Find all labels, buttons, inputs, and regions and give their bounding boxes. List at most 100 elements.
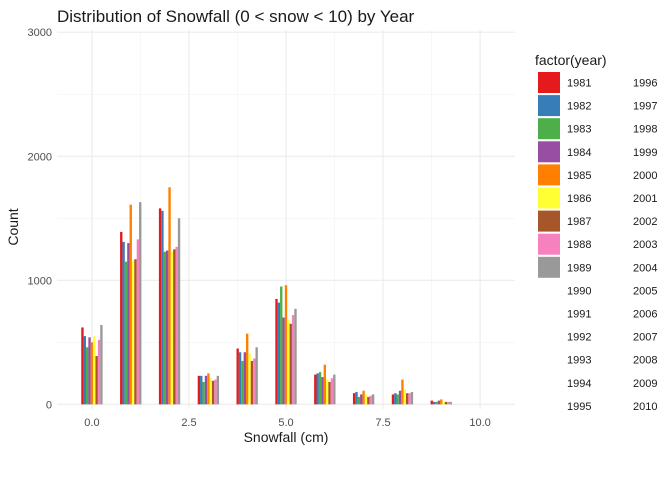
bar-1981-bin-2 <box>158 208 162 405</box>
bar-1984-bin-7 <box>360 394 363 405</box>
bar-1986-bin-4 <box>248 353 251 405</box>
bar-1985-bin-4 <box>246 333 249 405</box>
bar-1986-bin-3 <box>209 378 212 405</box>
bar-1987-bin-6 <box>328 382 331 405</box>
legend-key-1986 <box>538 187 560 209</box>
bar-1982-bin-8 <box>394 393 397 405</box>
bar-1985-bin-2 <box>168 187 171 405</box>
legend-key-1985 <box>538 164 560 186</box>
legend-label-1997: 1997 <box>633 101 657 113</box>
bar-1988-bin-9 <box>447 401 450 405</box>
legend-label-1994: 1994 <box>567 378 591 390</box>
bar-1985-bin-3 <box>207 373 210 405</box>
y-axis-title: Count <box>5 208 21 245</box>
legend-key-2004 <box>604 256 626 278</box>
bar-1984-bin-1 <box>127 243 130 405</box>
legend-label-1984: 1984 <box>567 147 591 159</box>
x-tick-label: 5.0 <box>278 417 293 429</box>
bar-1981-bin-3 <box>197 375 201 405</box>
bar-1988-bin-6 <box>330 378 334 405</box>
bar-1982-bin-6 <box>316 373 319 405</box>
legend-key-2009 <box>604 372 626 394</box>
bar-1983-bin-1 <box>124 261 128 405</box>
bar-1981-bin-5 <box>275 298 278 405</box>
legend-label-1983: 1983 <box>567 124 591 136</box>
y-tick-label: 2000 <box>28 151 52 163</box>
bar-1987-bin-7 <box>367 396 370 405</box>
bar-1987-bin-2 <box>173 249 176 405</box>
legend-key-1988 <box>538 233 560 255</box>
bar-1981-bin-0 <box>81 327 84 405</box>
legend-key-2003 <box>604 233 626 255</box>
bar-1983-bin-8 <box>396 394 399 405</box>
bar-1988-bin-4 <box>253 358 256 405</box>
bar-1984-bin-6 <box>321 377 324 405</box>
legend-label-2006: 2006 <box>633 309 657 321</box>
legend-key-1984 <box>538 141 560 163</box>
legend-key-1987 <box>538 210 560 232</box>
legend-label-2010: 2010 <box>633 401 657 413</box>
x-tick-label: 10.0 <box>469 417 490 429</box>
bar-1982-bin-0 <box>83 336 86 405</box>
legend-key-2010 <box>604 395 626 417</box>
legend-key-2000 <box>604 164 626 186</box>
bar-1989-bin-6 <box>333 374 336 405</box>
legend-label-1982: 1982 <box>567 101 591 113</box>
bar-1982-bin-7 <box>355 391 358 405</box>
bar-1987-bin-0 <box>95 355 98 405</box>
bar-1989-bin-7 <box>371 394 375 405</box>
bar-1988-bin-1 <box>136 239 140 405</box>
bar-1981-bin-4 <box>236 348 239 405</box>
legend-label-2002: 2002 <box>633 216 657 228</box>
x-tick-label: 2.5 <box>181 417 196 429</box>
bar-1986-bin-5 <box>287 320 290 405</box>
bar-1983-bin-7 <box>357 396 361 405</box>
legend-label-1987: 1987 <box>567 216 591 228</box>
legend-key-1989 <box>538 256 560 278</box>
legend: 1981 1982 1983 1984 1985 1986 1987 1988 1989 1990… <box>538 72 657 417</box>
bar-1988-bin-0 <box>97 339 101 405</box>
bar-1983-bin-2 <box>163 251 166 405</box>
bar-1987-bin-5 <box>289 323 292 405</box>
legend-key-1982 <box>538 95 560 117</box>
legend-label-1986: 1986 <box>567 193 591 205</box>
bar-1983-bin-4 <box>241 360 244 405</box>
bar-1985-bin-8 <box>401 379 404 405</box>
legend-label-1996: 1996 <box>633 78 657 90</box>
legend-title: factor(year) <box>535 52 607 68</box>
bar-1985-bin-6 <box>323 364 326 405</box>
bar-1983-bin-9 <box>435 401 438 405</box>
legend-key-1997 <box>604 95 626 117</box>
bar-1988-bin-2 <box>175 246 178 405</box>
bar-1988-bin-8 <box>408 393 411 405</box>
chart-title: Distribution of Snowfall (0 < snow < 10)… <box>57 7 415 26</box>
bar-1984-bin-4 <box>243 352 246 405</box>
legend-label-1981: 1981 <box>567 78 591 90</box>
legend-label-1989: 1989 <box>567 262 591 274</box>
legend-key-2006 <box>604 303 626 324</box>
bar-1986-bin-9 <box>442 401 445 405</box>
bar-1986-bin-7 <box>364 394 368 405</box>
legend-label-1993: 1993 <box>567 355 591 367</box>
y-tick-label: 1000 <box>28 275 52 287</box>
ticks-layer: 0.0 2.5 5.0 7.5 10.0 0 1000 2000 3000 <box>28 27 491 429</box>
bar-1985-bin-7 <box>362 390 365 405</box>
x-axis-title: Snowfall (cm) <box>244 429 329 445</box>
legend-key-2008 <box>604 349 626 371</box>
legend-label-2003: 2003 <box>633 239 657 251</box>
bar-1982-bin-5 <box>277 302 281 405</box>
legend-key-1993 <box>538 349 560 371</box>
bar-1989-bin-3 <box>216 375 220 405</box>
bar-1983-bin-5 <box>280 286 283 405</box>
legend-label-1985: 1985 <box>567 170 591 182</box>
y-tick-label: 0 <box>46 399 52 411</box>
y-tick-label: 3000 <box>28 27 52 39</box>
bar-1989-bin-8 <box>410 391 414 405</box>
bar-1982-bin-2 <box>161 210 164 405</box>
bar-1987-bin-8 <box>406 393 409 405</box>
legend-key-2005 <box>604 279 626 301</box>
legend-key-2001 <box>604 187 626 209</box>
bar-1987-bin-1 <box>134 259 137 405</box>
bar-1989-bin-1 <box>139 202 142 405</box>
